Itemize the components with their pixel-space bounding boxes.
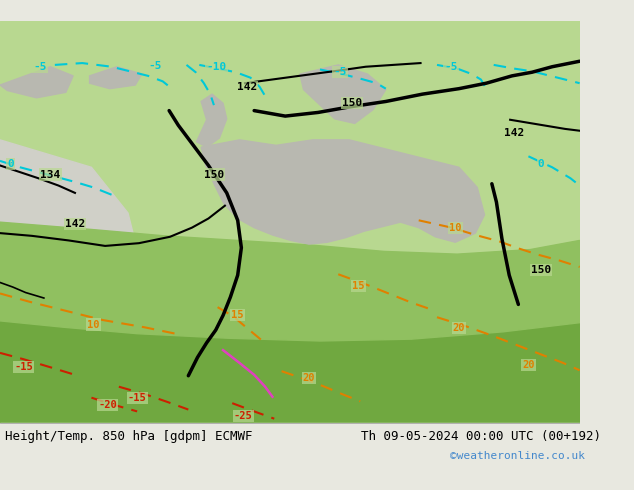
Text: -5: -5 [34,62,47,72]
Text: 10: 10 [87,319,100,330]
Text: -5: -5 [444,62,458,72]
Text: 10: 10 [449,222,462,233]
Text: 150: 150 [342,98,362,108]
Text: Height/Temp. 850 hPa [gdpm] ECMWF: Height/Temp. 850 hPa [gdpm] ECMWF [6,430,253,442]
Text: -20: -20 [98,400,117,410]
Text: 15: 15 [352,281,365,291]
Text: 20: 20 [522,360,534,370]
Bar [0,21,579,423]
Text: -25: -25 [234,411,252,421]
Polygon shape [0,67,73,98]
Bar [0,423,579,469]
Text: 134: 134 [40,170,60,180]
Text: -15: -15 [15,362,33,371]
Text: 150: 150 [531,265,552,275]
Text: 0: 0 [8,159,15,169]
Polygon shape [197,94,227,147]
Text: 142: 142 [236,82,257,92]
Text: 142: 142 [503,127,524,138]
Text: 142: 142 [65,219,85,229]
Text: -5: -5 [148,61,162,71]
Text: -10: -10 [207,62,227,72]
Text: 0: 0 [538,159,545,169]
Polygon shape [0,140,146,423]
Text: 20: 20 [303,372,315,383]
Polygon shape [0,321,579,423]
Text: 20: 20 [453,323,465,333]
Text: ©weatheronline.co.uk: ©weatheronline.co.uk [450,451,585,461]
Polygon shape [0,222,579,341]
Text: -5: -5 [333,67,347,77]
Text: 150: 150 [204,170,224,180]
Text: -15: -15 [128,392,146,403]
Polygon shape [89,67,142,89]
Text: 15: 15 [231,310,244,320]
Text: Th 09-05-2024 00:00 UTC (00+192): Th 09-05-2024 00:00 UTC (00+192) [361,430,601,442]
Polygon shape [201,140,484,244]
Polygon shape [300,65,386,123]
